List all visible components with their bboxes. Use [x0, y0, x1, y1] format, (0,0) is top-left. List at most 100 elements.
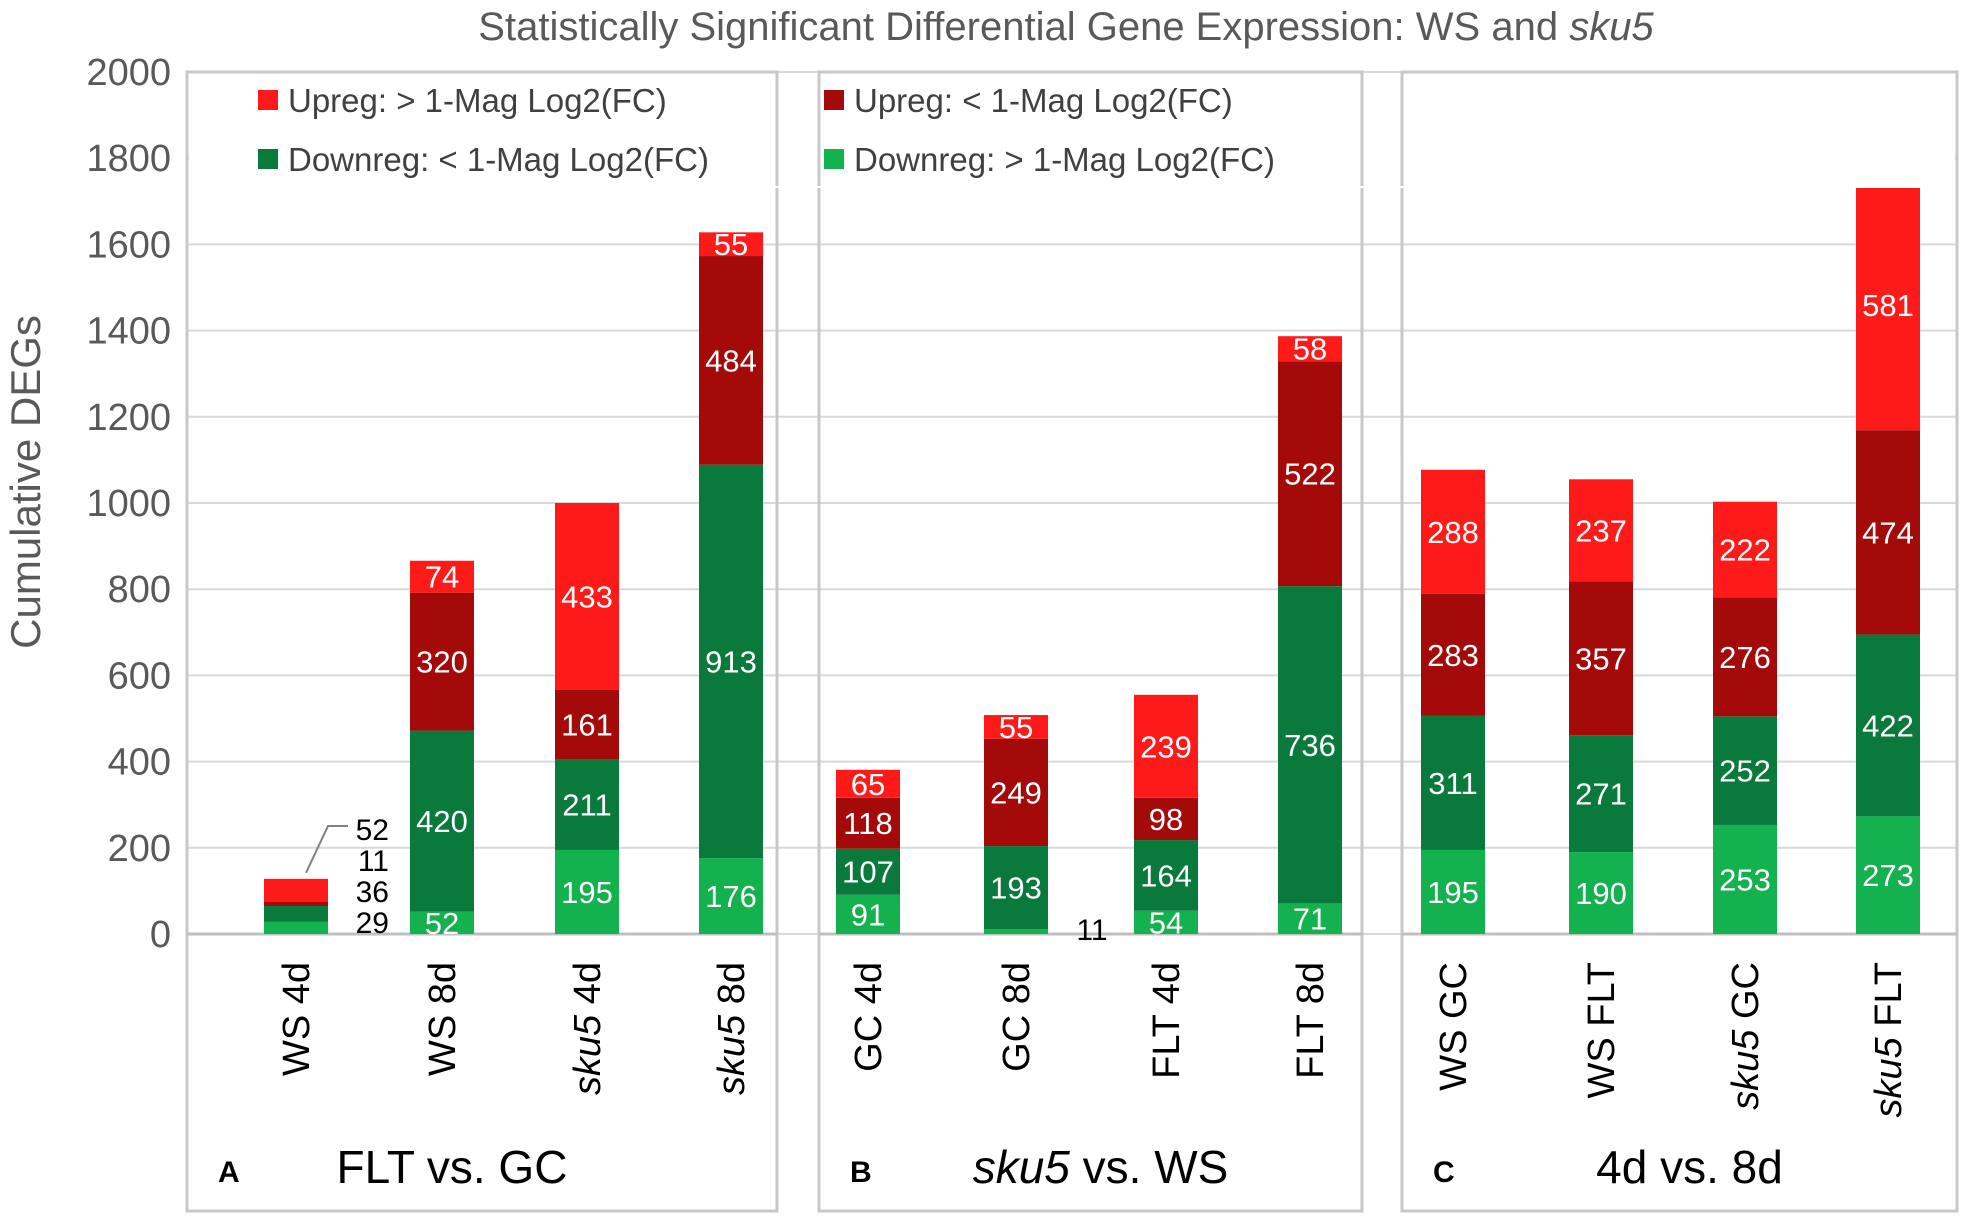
bar-segment	[984, 738, 1048, 847]
bar-segment	[1856, 634, 1920, 817]
bar-value-label: 249	[990, 775, 1042, 810]
y-tick-label: 1000	[86, 483, 171, 525]
bar-value-label: 422	[1862, 708, 1914, 743]
bar-segment	[1856, 816, 1920, 934]
y-tick-label: 1800	[86, 138, 171, 180]
bar-stack: 195 311 283 288	[1421, 469, 1485, 934]
bar-value-label: 118	[843, 806, 892, 841]
legend-swatch	[824, 90, 844, 110]
bar-value-label: 98	[1149, 802, 1183, 837]
bar-value-label: 273	[1862, 858, 1914, 893]
y-tick-label: 400	[108, 742, 171, 784]
bar-segment	[1713, 597, 1777, 717]
bar-value-label: 161	[561, 707, 613, 742]
bar-value-label: 253	[1719, 862, 1771, 897]
bar-segment	[984, 715, 1048, 739]
panel-title-text: FLT vs. GC	[337, 1141, 568, 1193]
bar-value-label: 484	[705, 343, 757, 378]
bar-segment	[264, 905, 328, 922]
bar-value-label: 522	[1284, 457, 1336, 492]
bar-value-label: 107	[842, 855, 894, 890]
y-tick-label: 1200	[86, 397, 171, 439]
bar-value-label: 11	[1076, 914, 1107, 947]
bar-value-label: 433	[561, 579, 613, 614]
category-label-text: WS 8d	[422, 962, 464, 1076]
bar-value-label: 736	[1284, 728, 1336, 763]
bar-segment	[1278, 586, 1342, 904]
category-label: FLT 8d	[1290, 962, 1332, 1079]
bar-segment	[836, 797, 900, 849]
legend-background	[189, 74, 1955, 188]
bar-segment	[1134, 910, 1198, 934]
bar-value-label: 237	[1575, 513, 1627, 548]
legend-swatch	[258, 90, 278, 110]
bar-stack: 176 913 484 55	[699, 227, 763, 934]
bar-segment	[1134, 694, 1198, 798]
bar-segment	[1278, 903, 1342, 934]
legend-label: Downreg: > 1-Mag Log2(FC)	[854, 141, 1275, 178]
bar-segment	[410, 911, 474, 934]
legend-label: Downreg: < 1-Mag Log2(FC)	[288, 141, 709, 178]
bar-value-label: 91	[851, 897, 885, 932]
bar-value-label: 195	[1427, 875, 1479, 910]
panel-letter: C	[1433, 1156, 1455, 1189]
category-label-italic: sku5	[567, 1014, 609, 1095]
category-label: FLT 4d	[1146, 962, 1188, 1079]
panel-letter: A	[218, 1156, 240, 1189]
bar-segment	[264, 901, 328, 906]
legend-label: Upreg: > 1-Mag Log2(FC)	[288, 82, 667, 119]
bar-segment	[1421, 593, 1485, 716]
category-label-text: 8d	[711, 962, 753, 1015]
bar-segment	[555, 689, 619, 760]
category-label: WS FLT	[1581, 962, 1623, 1099]
bar-segment	[1134, 797, 1198, 841]
bar-value-label: 252	[1719, 754, 1771, 789]
category-label: sku5 FLT	[1868, 962, 1910, 1118]
panel-title-text: 4d vs. 8d	[1596, 1141, 1783, 1193]
y-tick-label: 800	[108, 569, 171, 611]
bar-segment	[836, 769, 900, 798]
bar-value-label: 54	[1149, 905, 1183, 940]
bar-segment	[1569, 735, 1633, 853]
bar-segment	[410, 730, 474, 912]
bar-value-label: 195	[561, 875, 613, 910]
bar-stack: 190 271 357 237	[1569, 479, 1633, 934]
category-label: WS GC	[1433, 962, 1475, 1091]
bar-stack: 91 107 118 65	[836, 767, 900, 934]
bar-segment	[555, 759, 619, 850]
bar-value-label: 71	[1293, 902, 1327, 937]
bar-value-label: 271	[1575, 777, 1627, 812]
y-tick-label: 1400	[86, 311, 171, 353]
category-label: GC 4d	[848, 962, 890, 1072]
panel-title-italic: sku5	[973, 1141, 1071, 1193]
category-label: WS 8d	[422, 962, 464, 1076]
bar-segment	[699, 256, 763, 465]
bar-value-label: 239	[1140, 729, 1192, 764]
bar-stack: 71 736 522 58	[1278, 332, 1342, 937]
y-tick-label: 200	[108, 828, 171, 870]
bar-stack: 11 193 249 55	[984, 710, 1108, 947]
bar-stack: 52 420 320 74	[410, 560, 474, 941]
bar-value-label: 288	[1427, 515, 1479, 550]
bar-value-label: 190	[1575, 876, 1627, 911]
panel-title: 4d vs. 8d	[1596, 1141, 1783, 1193]
bar-value-label: 55	[714, 227, 748, 262]
category-label-text: FLT 8d	[1290, 962, 1332, 1079]
bar-segment	[1569, 479, 1633, 582]
leader-line	[305, 825, 348, 874]
bar-value-label: 52	[425, 906, 459, 941]
category-label-text: GC 4d	[848, 962, 890, 1072]
bar-segment	[984, 846, 1048, 930]
bar-value-label: 420	[416, 804, 468, 839]
bar-value-label: 320	[416, 645, 468, 680]
y-tick-label: 0	[150, 914, 171, 956]
bar-segment	[410, 592, 474, 731]
bar-value-label: 581	[1862, 288, 1914, 323]
panel-frame	[817, 70, 1364, 1213]
bar-segment	[1278, 336, 1342, 362]
category-label-text: GC	[1725, 962, 1767, 1030]
bar-segment	[264, 921, 328, 934]
panel-letter: B	[850, 1156, 872, 1189]
